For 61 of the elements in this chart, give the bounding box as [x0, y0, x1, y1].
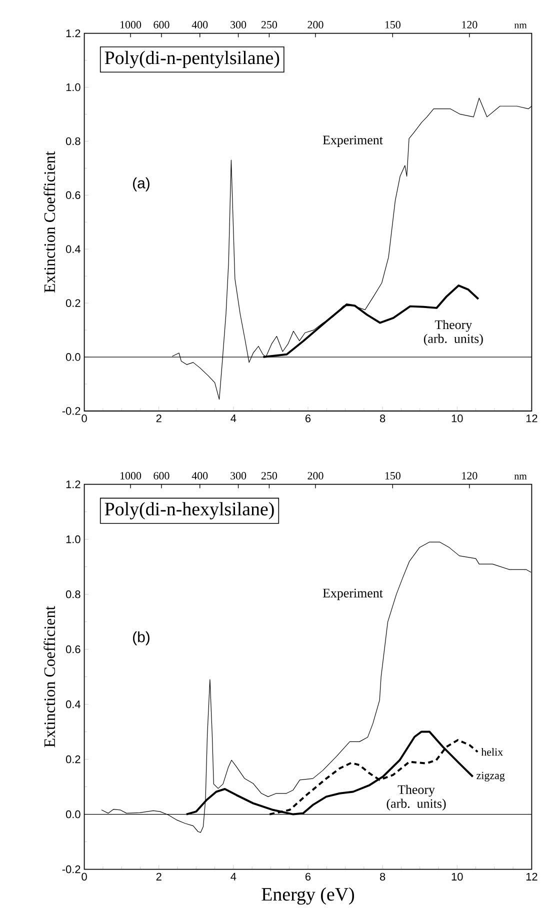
y-tick-label: 0.8	[66, 590, 80, 598]
x-tick-label: 8	[380, 872, 386, 881]
text: nm	[514, 24, 527, 28]
y-tick-label: 0.2	[66, 755, 80, 764]
x-tick-label: 2	[156, 414, 162, 422]
y-tick-label: 0.0	[66, 810, 80, 818]
x-tick-label: 10	[452, 414, 463, 422]
text: 600	[154, 472, 170, 480]
text: Poly(di-n-pentylsilane)	[104, 50, 280, 68]
y-tick-label: 0.0	[66, 353, 80, 361]
y-tick-label: -0.2	[62, 865, 80, 874]
annotation: Theory (arb. units)	[424, 320, 483, 346]
text: 400	[192, 21, 208, 28]
x-axis-title: Energy (eV)	[262, 887, 354, 905]
text: 300	[230, 472, 246, 480]
text: 150	[385, 21, 400, 28]
text: 250	[261, 21, 278, 28]
y-tick-label: 1.0	[66, 83, 80, 92]
x-tick-label: 4	[230, 414, 236, 422]
text: 600	[154, 21, 170, 28]
text: 200	[308, 21, 324, 28]
x-tick-label: 4	[230, 872, 236, 880]
text: 1000	[120, 21, 142, 28]
annotation: (a)	[133, 177, 150, 192]
y-tick-label: 1.0	[66, 535, 80, 544]
y-tick-label: 0.8	[66, 137, 80, 146]
text: 400	[192, 472, 208, 480]
annotation: (b)	[133, 631, 150, 646]
x-tick-label: 0	[82, 414, 87, 422]
text: 120	[462, 472, 478, 480]
text: 250	[261, 472, 278, 480]
annotation: Experiment	[322, 588, 383, 600]
y-tick-label: 0.6	[66, 191, 80, 200]
text: Poly(di-n-hexylsilane)	[104, 502, 274, 520]
x-tick-label: 0	[82, 872, 87, 881]
text: 120	[462, 21, 478, 28]
y-tick-label: 1.2	[66, 480, 80, 488]
text: 200	[308, 472, 324, 480]
y-axis-title: Extinction Coefficient	[44, 606, 56, 748]
annotation: Theory (arb. units)	[386, 784, 446, 811]
x-tick-label: 12	[526, 872, 538, 880]
x-tick-label: 6	[306, 414, 311, 422]
x-tick-label: 2	[156, 872, 162, 880]
y-tick-label: 1.2	[66, 29, 80, 38]
y-tick-label: -0.2	[62, 407, 80, 415]
x-tick-label: 8	[380, 414, 386, 422]
y-tick-label: 0.2	[66, 299, 80, 307]
text: nm	[514, 474, 527, 480]
y-tick-label: 0.4	[66, 245, 80, 254]
x-tick-label: 10	[452, 872, 463, 881]
text: 150	[385, 472, 400, 480]
y-tick-label: 0.6	[66, 645, 80, 654]
y-axis-title: Extinction Coefficient	[44, 151, 56, 293]
x-tick-label: 6	[306, 872, 311, 881]
text: 1000	[120, 472, 142, 480]
text: 300	[230, 21, 246, 28]
annotation: Experiment	[322, 136, 383, 147]
series-label: zigzag	[476, 772, 505, 782]
y-tick-label: 0.4	[66, 700, 80, 708]
x-tick-label: 12	[526, 414, 538, 422]
series-label: helix	[481, 748, 503, 756]
